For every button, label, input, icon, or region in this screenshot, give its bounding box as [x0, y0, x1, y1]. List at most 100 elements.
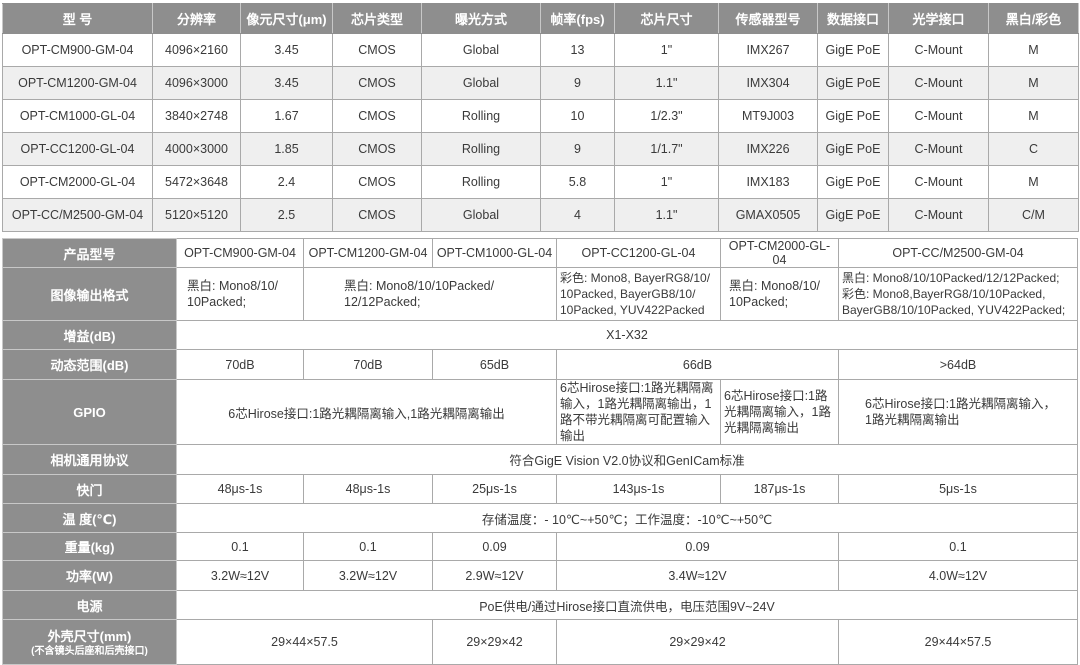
cell: 黑白: Mono8/10/ 10Packed; [176, 267, 304, 321]
table-cell: 1.67 [240, 99, 333, 133]
table-row: OPT-CM900-GM-04 4096×2160 3.45 CMOS Global 13… [2, 33, 1079, 67]
table-cell: M [988, 165, 1079, 199]
row-label: 相机通用协议 [2, 444, 177, 475]
cell: 0.1 [303, 532, 433, 561]
row-label: 动态范围(dB) [2, 349, 177, 380]
column-header: 曝光方式 [421, 3, 541, 34]
table-cell: OPT-CM900-GM-04 [2, 33, 153, 67]
row-label: 功率(W) [2, 560, 177, 591]
table-cell: Global [421, 198, 541, 232]
table-cell: Global [421, 66, 541, 100]
row-label: 外壳尺寸(mm) (不含镜头后座和后壳接口) [2, 619, 177, 665]
table-cell: CMOS [332, 198, 422, 232]
table-cell: C/M [988, 198, 1079, 232]
table-cell: OPT-CC/M2500-GM-04 [2, 198, 153, 232]
column-header: 帧率(fps) [540, 3, 615, 34]
table-cell: 3840×2748 [152, 99, 241, 133]
column-header: 传感器型号 [718, 3, 818, 34]
table-row: OPT-CM2000-GL-04 5472×3648 2.4 CMOS Rolling 5… [2, 165, 1079, 199]
table-cell: 9 [540, 132, 615, 166]
table-cell: 1.1" [614, 198, 719, 232]
table-cell: 2.5 [240, 198, 333, 232]
cell: 黑白: Mono8/10/10Packed/12/12Packed; 彩色: M… [838, 267, 1078, 321]
spec-row-size: 外壳尺寸(mm) (不含镜头后座和后壳接口) 29×44×57.5 29×29×… [2, 619, 1078, 665]
column-header: 分辨率 [152, 3, 241, 34]
cell: 0.1 [176, 532, 304, 561]
spec-row-protocol: 相机通用协议 符合GigE Vision V2.0协议和GenICam标准 [2, 444, 1078, 475]
table-cell: M [988, 66, 1079, 100]
cell: 0.1 [838, 532, 1078, 561]
spec-row-weight: 重量(kg) 0.1 0.1 0.09 0.09 0.1 [2, 532, 1078, 561]
cell: 6芯Hirose接口:1路光耦隔离输入，1路光耦隔离输出，1路不带光耦隔离可配置… [556, 379, 721, 445]
cell: OPT-CM1200-GM-04 [303, 238, 433, 268]
table-cell: GMAX0505 [718, 198, 818, 232]
cell: 25μs-1s [432, 474, 557, 504]
table-cell: C-Mount [888, 66, 989, 100]
column-header: 像元尺寸(μm) [240, 3, 333, 34]
table-cell: 4000×3000 [152, 132, 241, 166]
spec-row-model: 产品型号 OPT-CM900-GM-04 OPT-CM1200-GM-04 OP… [2, 238, 1078, 268]
table-cell: CMOS [332, 33, 422, 67]
cell: OPT-CM900-GM-04 [176, 238, 304, 268]
cell: >64dB [838, 349, 1078, 380]
row-label: 增益(dB) [2, 320, 177, 350]
cell: 3.2W≈12V [176, 560, 304, 591]
table-cell: 4 [540, 198, 615, 232]
cell: OPT-CM1000-GL-04 [432, 238, 557, 268]
table-cell: CMOS [332, 66, 422, 100]
table-cell: CMOS [332, 99, 422, 133]
spec-row-shutter: 快门 48μs-1s 48μs-1s 25μs-1s 143μs-1s 187μ… [2, 474, 1078, 504]
cell: 70dB [176, 349, 304, 380]
cell: 6芯Hirose接口:1路光耦隔离输入，1路光耦隔离输出 [838, 379, 1078, 445]
column-header: 数据接口 [817, 3, 889, 34]
cell: OPT-CC1200-GL-04 [556, 238, 721, 268]
cell: 29×29×42 [432, 619, 557, 665]
table-cell: GigE PoE [817, 165, 889, 199]
table-cell: CMOS [332, 165, 422, 199]
row-label: 产品型号 [2, 238, 177, 268]
table-cell: C-Mount [888, 99, 989, 133]
table-row: OPT-CM1200-GM-04 4096×3000 3.45 CMOS Global 9… [2, 66, 1079, 100]
cell: 48μs-1s [176, 474, 304, 504]
cell: 存储温度：- 10℃~+50℃；工作温度：-10℃~+50℃ [176, 503, 1078, 533]
cell: 65dB [432, 349, 557, 380]
cell: 143μs-1s [556, 474, 721, 504]
table-cell: GigE PoE [817, 33, 889, 67]
table-cell: 13 [540, 33, 615, 67]
table-cell: GigE PoE [817, 99, 889, 133]
table-cell: 3.45 [240, 66, 333, 100]
spec-row-gpio: GPIO 6芯Hirose接口:1路光耦隔离输入,1路光耦隔离输出 6芯Hiro… [2, 379, 1078, 445]
table-cell: M [988, 99, 1079, 133]
cell: 0.09 [556, 532, 839, 561]
cell: 48μs-1s [303, 474, 433, 504]
table-cell: 5472×3648 [152, 165, 241, 199]
column-header: 芯片尺寸 [614, 3, 719, 34]
spec-row-dynamic-range: 动态范围(dB) 70dB 70dB 65dB 66dB >64dB [2, 349, 1078, 380]
table-cell: IMX183 [718, 165, 818, 199]
table-cell: 1" [614, 33, 719, 67]
cell: 0.09 [432, 532, 557, 561]
table-cell: C-Mount [888, 132, 989, 166]
table-row: OPT-CC1200-GL-04 4000×3000 1.85 CMOS Rolling… [2, 132, 1079, 166]
cell: X1-X32 [176, 320, 1078, 350]
row-label: 电源 [2, 590, 177, 620]
table-cell: 1.85 [240, 132, 333, 166]
table-cell: OPT-CM2000-GL-04 [2, 165, 153, 199]
cell: 2.9W≈12V [432, 560, 557, 591]
column-header: 型 号 [2, 3, 153, 34]
table-cell: 9 [540, 66, 615, 100]
table-cell: IMX226 [718, 132, 818, 166]
cell: OPT-CC/M2500-GM-04 [838, 238, 1078, 268]
cell: 29×44×57.5 [176, 619, 433, 665]
table-cell: Rolling [421, 165, 541, 199]
cell: 5μs-1s [838, 474, 1078, 504]
spec-row-format: 图像输出格式 黑白: Mono8/10/ 10Packed; 黑白: Mono8… [2, 267, 1078, 321]
table-cell: 1.1" [614, 66, 719, 100]
cell: 29×44×57.5 [838, 619, 1078, 665]
cell: 29×29×42 [556, 619, 839, 665]
table-cell: OPT-CM1200-GM-04 [2, 66, 153, 100]
row-label: GPIO [2, 379, 177, 445]
table-cell: Global [421, 33, 541, 67]
column-header: 黑白/彩色 [988, 3, 1079, 34]
spec-row-power: 功率(W) 3.2W≈12V 3.2W≈12V 2.9W≈12V 3.4W≈12… [2, 560, 1078, 591]
